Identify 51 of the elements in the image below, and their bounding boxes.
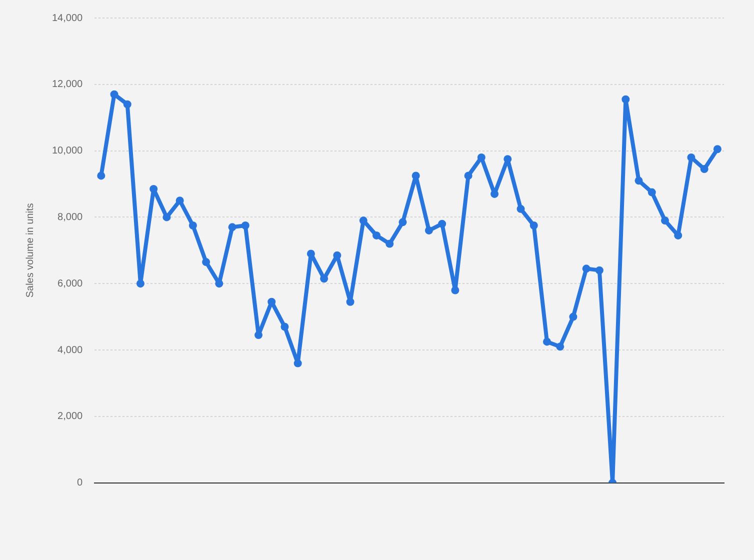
point bbox=[176, 196, 184, 205]
point bbox=[700, 165, 708, 174]
point bbox=[215, 280, 224, 288]
point bbox=[359, 216, 368, 225]
point bbox=[622, 95, 630, 104]
point bbox=[424, 226, 433, 234]
point bbox=[648, 188, 656, 196]
point bbox=[386, 240, 394, 248]
point bbox=[412, 172, 420, 180]
point bbox=[110, 90, 118, 98]
point bbox=[241, 222, 250, 230]
point bbox=[228, 223, 236, 232]
point bbox=[582, 264, 590, 273]
y-tick-label: 8,000 bbox=[58, 212, 84, 223]
point bbox=[202, 258, 210, 266]
point bbox=[530, 222, 538, 230]
y-tick-label: 6,000 bbox=[58, 278, 84, 290]
point bbox=[188, 222, 197, 230]
point bbox=[294, 359, 302, 368]
y-tick-label: 0 bbox=[77, 478, 84, 489]
point bbox=[346, 298, 354, 306]
point bbox=[634, 176, 643, 185]
y-tick-label: 4,000 bbox=[58, 344, 84, 356]
point bbox=[306, 250, 315, 258]
y-tick-label: 10,000 bbox=[52, 146, 84, 157]
point bbox=[542, 338, 551, 346]
point bbox=[451, 286, 460, 294]
point bbox=[687, 153, 696, 162]
point bbox=[438, 220, 446, 228]
y-tick-label: 14,000 bbox=[52, 12, 84, 24]
point bbox=[97, 172, 106, 180]
point bbox=[372, 231, 381, 240]
y-tick-label: 12,000 bbox=[52, 79, 84, 90]
point bbox=[660, 216, 669, 225]
point bbox=[569, 312, 578, 321]
point bbox=[123, 100, 132, 108]
y-tick-label: 2,000 bbox=[58, 411, 84, 422]
point bbox=[162, 213, 171, 222]
point bbox=[333, 251, 342, 260]
y-axis-title: Sales volume in units bbox=[24, 203, 36, 298]
point bbox=[595, 266, 604, 274]
point bbox=[136, 280, 144, 288]
point bbox=[556, 342, 564, 351]
point bbox=[254, 331, 262, 340]
point bbox=[516, 204, 525, 213]
point bbox=[398, 218, 407, 226]
point bbox=[713, 145, 722, 154]
point bbox=[280, 322, 289, 331]
point bbox=[674, 231, 682, 240]
point bbox=[464, 172, 472, 180]
point bbox=[150, 184, 158, 193]
